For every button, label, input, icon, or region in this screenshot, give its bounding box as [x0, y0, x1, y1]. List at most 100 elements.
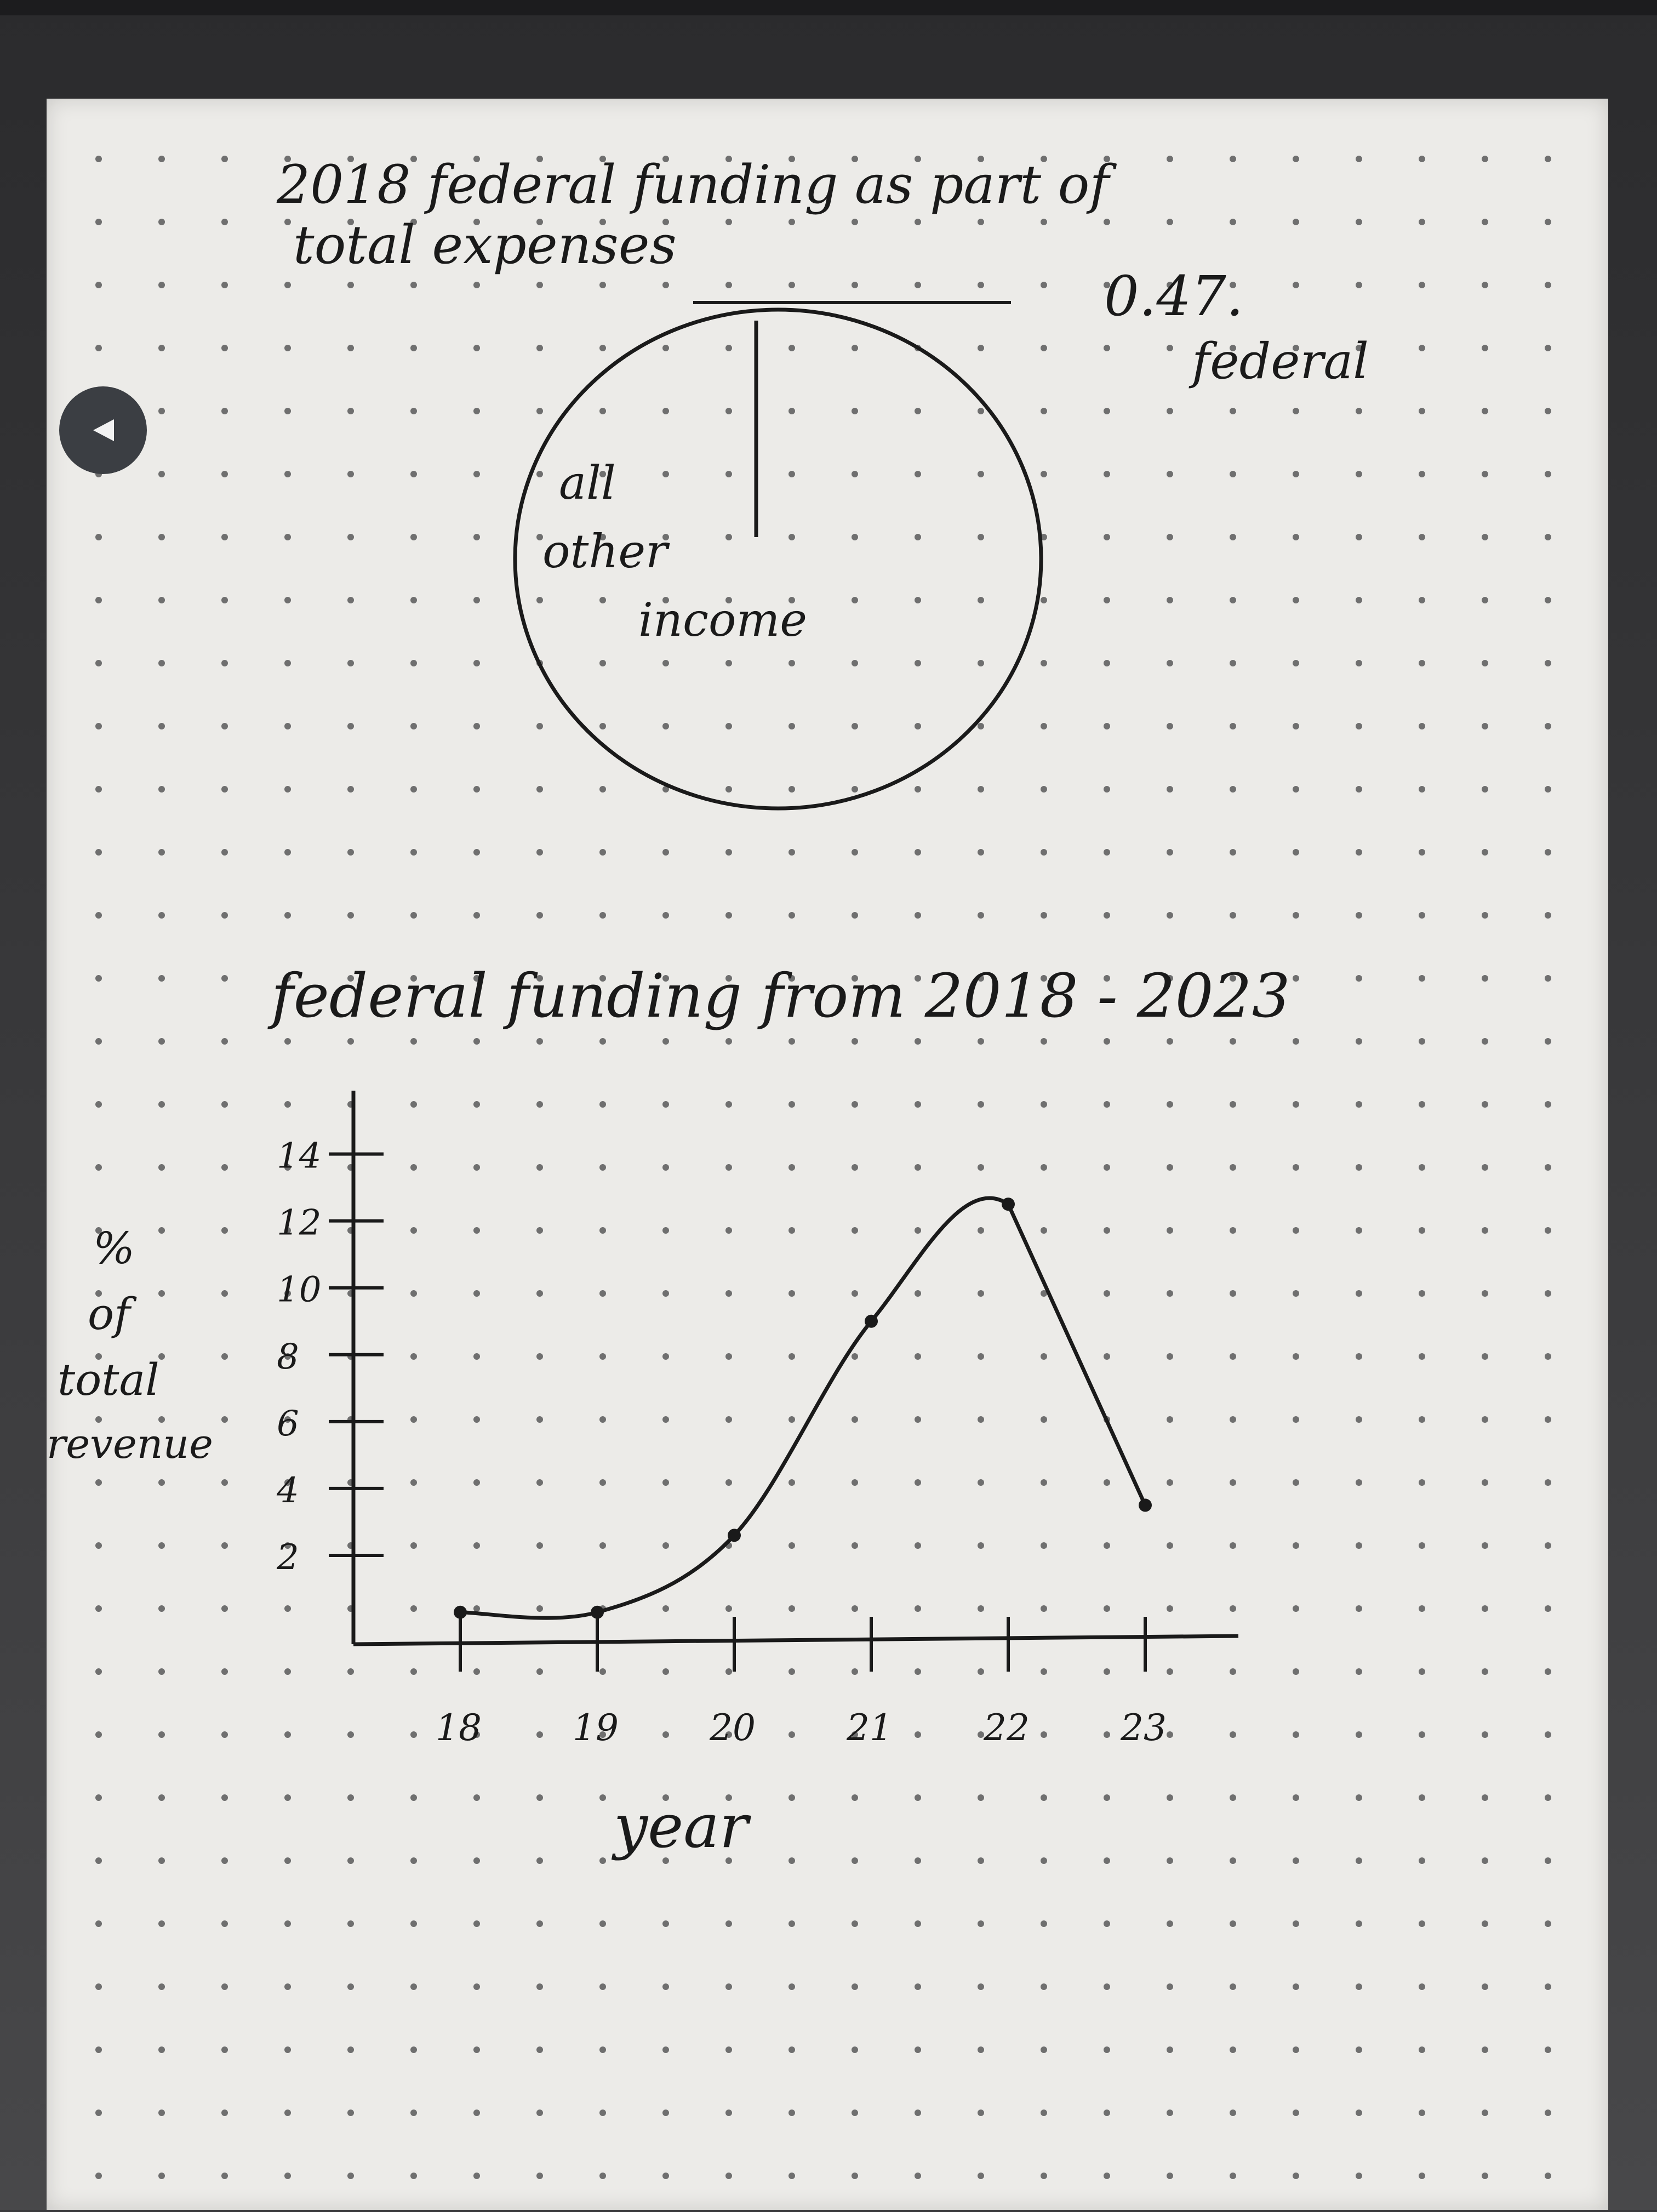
grid-dot: [1545, 1731, 1551, 1738]
grid-dot: [1041, 345, 1047, 351]
grid-dot: [725, 1290, 732, 1297]
grid-dot: [158, 1983, 165, 1990]
grid-dot: [536, 849, 543, 856]
grid-dot: [852, 1290, 858, 1297]
grid-dot: [852, 723, 858, 729]
back-button[interactable]: [59, 386, 147, 474]
grid-dot: [221, 723, 228, 729]
grid-dot: [1167, 1920, 1173, 1927]
grid-dot: [852, 597, 858, 603]
grid-dot: [1482, 282, 1488, 288]
grid-dot: [1167, 1227, 1173, 1234]
grid-dot: [158, 1038, 165, 1045]
grid-dot: [1104, 534, 1110, 540]
grid-dot: [95, 1794, 102, 1801]
grid-dot: [915, 1164, 921, 1171]
grid-dot: [725, 975, 732, 982]
y-axis-label-line3: total: [58, 1354, 159, 1405]
grid-dot: [284, 2046, 291, 2053]
grid-dot: [662, 1920, 669, 1927]
grid-dot: [978, 1479, 984, 1486]
grid-dot: [473, 1164, 480, 1171]
grid-dot: [1419, 219, 1425, 225]
grid-dot: [1545, 1542, 1551, 1549]
grid-dot: [1167, 345, 1173, 351]
grid-dot: [536, 1857, 543, 1864]
grid-dot: [1419, 1416, 1425, 1423]
grid-dot: [1545, 282, 1551, 288]
grid-dot: [725, 1227, 732, 1234]
grid-dot: [410, 1920, 417, 1927]
grid-dot: [662, 1542, 669, 1549]
grid-dot: [1545, 975, 1551, 982]
grid-dot: [95, 660, 102, 666]
grid-dot: [1167, 723, 1173, 729]
grid-dot: [915, 219, 921, 225]
grid-dot: [662, 345, 669, 351]
grid-dot: [725, 156, 732, 162]
grid-dot: [1419, 1164, 1425, 1171]
grid-dot: [1230, 1920, 1236, 1927]
grid-dot: [1041, 660, 1047, 666]
grid-dot: [536, 1920, 543, 1927]
grid-dot: [788, 156, 795, 162]
grid-dot: [410, 723, 417, 729]
grid-dot: [1356, 1416, 1362, 1423]
grid-dot: [1419, 786, 1425, 793]
grid-dot: [158, 345, 165, 351]
grid-dot: [95, 2110, 102, 2116]
grid-dot: [95, 219, 102, 225]
grid-dot: [1041, 1983, 1047, 1990]
grid-dot: [599, 912, 606, 919]
grid-dot: [221, 2173, 228, 2179]
grid-dot: [1041, 2046, 1047, 2053]
grid-dot: [1356, 408, 1362, 414]
grid-dot: [473, 912, 480, 919]
grid-dot: [852, 1164, 858, 1171]
grid-dot: [1104, 1479, 1110, 1486]
grid-dot: [158, 1920, 165, 1927]
grid-dot: [599, 2046, 606, 2053]
grid-dot: [1230, 282, 1236, 288]
grid-dot: [662, 1479, 669, 1486]
grid-dot: [1104, 1038, 1110, 1045]
grid-dot: [347, 1794, 354, 1801]
grid-dot: [599, 1668, 606, 1675]
grid-dot: [221, 1164, 228, 1171]
grid-dot: [725, 786, 732, 793]
grid-dot: [158, 1101, 165, 1108]
grid-dot: [788, 534, 795, 540]
grid-dot: [599, 1416, 606, 1423]
grid-dot: [1167, 1353, 1173, 1360]
grid-dot: [1104, 1227, 1110, 1234]
grid-dot: [158, 1479, 165, 1486]
grid-dot: [536, 1416, 543, 1423]
grid-dot: [347, 1857, 354, 1864]
grid-dot: [1293, 1101, 1299, 1108]
grid-dot: [1293, 1227, 1299, 1234]
federal-slice-label: federal: [1189, 333, 1369, 390]
grid-dot: [788, 1731, 795, 1738]
grid-dot: [1293, 1416, 1299, 1423]
grid-dot: [1104, 1353, 1110, 1360]
data-point: [1139, 1498, 1152, 1512]
grid-dot: [978, 2046, 984, 2053]
grid-dot: [410, 975, 417, 982]
grid-dot: [599, 1164, 606, 1171]
grid-dot: [347, 1731, 354, 1738]
grid-dot: [1167, 534, 1173, 540]
grid-dot: [347, 1668, 354, 1675]
grid-dot: [221, 1857, 228, 1864]
grid-dot: [536, 597, 543, 603]
grid-dot: [662, 2110, 669, 2116]
grid-dot: [1419, 1983, 1425, 1990]
grid-dot: [599, 2173, 606, 2179]
grid-dot: [536, 1731, 543, 1738]
grid-dot: [473, 156, 480, 162]
grid-dot: [410, 1794, 417, 1801]
grid-dot: [410, 912, 417, 919]
grid-dot: [1041, 1227, 1047, 1234]
grid-dot: [410, 597, 417, 603]
grid-dot: [852, 660, 858, 666]
grid-dot: [788, 345, 795, 351]
